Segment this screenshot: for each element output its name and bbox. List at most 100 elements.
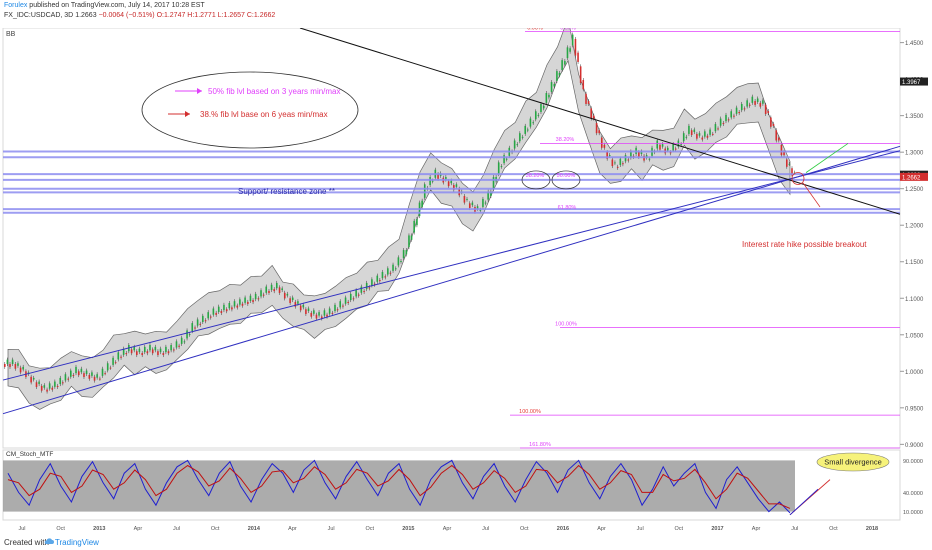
candle — [75, 366, 77, 374]
candle — [212, 308, 215, 315]
x-tick-label: Oct — [211, 526, 220, 532]
y-tick-label: 0.9000 — [905, 443, 924, 449]
candle — [310, 312, 313, 317]
candle — [260, 290, 262, 297]
candle — [725, 114, 727, 122]
candle — [608, 155, 611, 157]
candle — [484, 202, 487, 204]
candle — [482, 198, 484, 207]
candle — [487, 191, 489, 200]
candle — [410, 235, 413, 240]
candle — [59, 377, 62, 385]
candle — [241, 303, 244, 306]
candle — [151, 349, 154, 354]
candle — [51, 387, 54, 390]
candle — [56, 385, 59, 388]
bear-arrow — [802, 182, 821, 208]
brand-name[interactable]: TradingView — [54, 538, 99, 547]
candle — [545, 93, 548, 103]
candle — [167, 351, 170, 354]
candle — [638, 152, 640, 157]
candle — [349, 293, 352, 301]
candle — [231, 307, 233, 310]
candle — [233, 301, 236, 307]
candle — [244, 297, 246, 303]
candle — [313, 310, 315, 314]
y-tick-label: 1.4500 — [905, 41, 924, 47]
candle — [334, 304, 336, 312]
x-tick-label: Jul — [18, 526, 25, 532]
fib-label: 38.20% — [556, 137, 575, 143]
candle — [286, 293, 289, 296]
candle — [270, 284, 273, 291]
candle — [593, 115, 595, 119]
oscillator-tick-label: 10.0000 — [903, 510, 923, 516]
candle — [553, 83, 556, 87]
candle — [598, 130, 600, 134]
fib-label: 100.00% — [519, 409, 541, 415]
fib-label: 161.80% — [529, 442, 551, 448]
candle — [622, 163, 624, 165]
chart-area: BB1.45001.40001.35001.30001.25001.20001.… — [2, 28, 928, 532]
candle — [503, 155, 505, 164]
candle — [682, 133, 685, 142]
candle — [743, 108, 746, 110]
candle — [701, 137, 704, 140]
candle — [730, 111, 732, 118]
candle — [740, 103, 743, 111]
candle — [490, 191, 492, 196]
candle — [106, 363, 109, 371]
candle — [186, 330, 188, 339]
candle — [188, 334, 191, 336]
x-tick-label: 2014 — [248, 526, 261, 532]
candle — [178, 345, 180, 347]
candle — [175, 341, 178, 348]
candle — [754, 101, 756, 105]
bull-arrow — [805, 143, 849, 173]
candle — [468, 203, 471, 209]
candle — [297, 301, 299, 304]
candle — [416, 219, 418, 226]
candle — [202, 315, 204, 322]
candle — [70, 370, 72, 377]
candle — [99, 378, 101, 380]
y-tick-label: 1.3500 — [905, 114, 924, 120]
x-tick-label: Apr — [443, 526, 452, 532]
symbol-info: FX_IDC:USDCAD, 3D 1.2663 −0.0064 (−0.51%… — [4, 12, 275, 19]
fib-circle — [521, 170, 551, 190]
candle — [521, 136, 524, 138]
candle — [379, 280, 381, 282]
candle — [527, 129, 529, 131]
candle — [43, 385, 46, 388]
candle — [323, 310, 326, 316]
candle — [640, 151, 643, 154]
candle — [674, 148, 677, 150]
candle — [289, 298, 291, 304]
y-tick-label: 1.0500 — [905, 333, 924, 339]
candle — [149, 345, 151, 351]
candle — [748, 104, 751, 106]
candle — [408, 235, 410, 248]
candle — [122, 348, 125, 355]
candle — [712, 133, 714, 135]
candle — [402, 250, 405, 259]
candle — [342, 305, 344, 307]
candle — [101, 368, 104, 376]
candle — [479, 209, 482, 211]
candle — [471, 202, 474, 206]
candle — [80, 368, 83, 373]
oscillator-band — [3, 460, 795, 512]
candle — [532, 122, 534, 124]
candle — [405, 250, 408, 255]
candle — [331, 312, 334, 314]
candle — [299, 305, 302, 311]
candle — [46, 389, 48, 392]
candle — [305, 309, 307, 314]
candle — [32, 377, 35, 380]
candle — [685, 136, 688, 138]
publisher-name[interactable]: Forulex — [4, 2, 28, 9]
candle — [225, 309, 228, 312]
candle — [143, 346, 146, 353]
candle — [141, 353, 143, 356]
candle — [207, 312, 209, 319]
